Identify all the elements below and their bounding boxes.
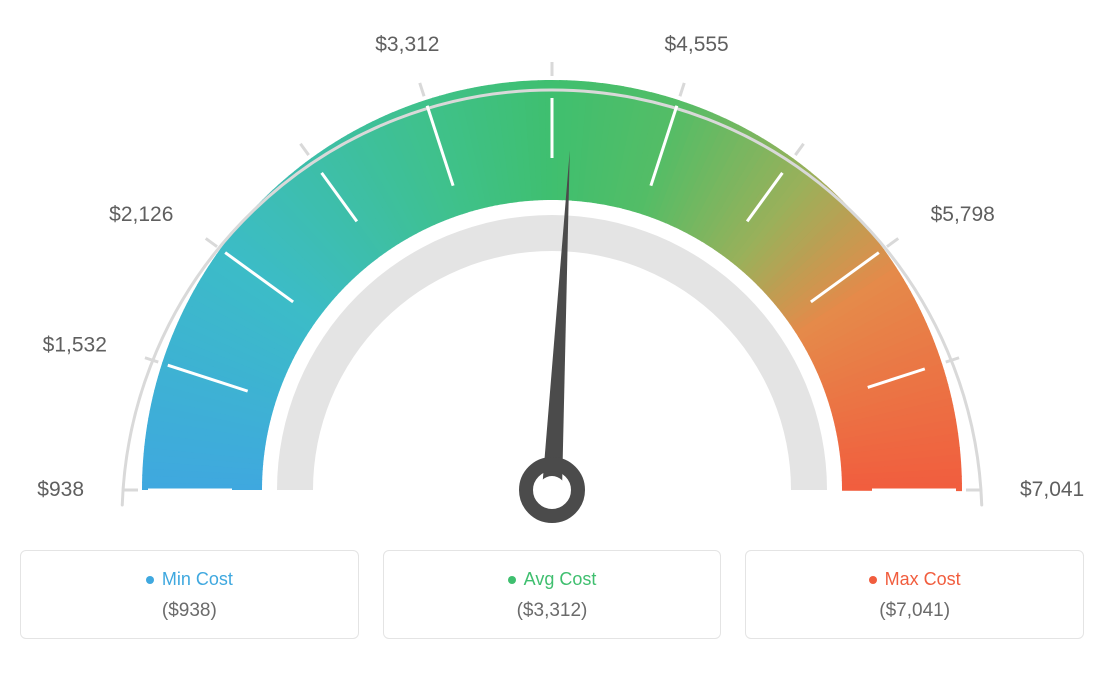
legend-row: Min Cost ($938) Avg Cost ($3,312) Max Co… xyxy=(20,550,1084,639)
gauge-outer-tick xyxy=(946,358,959,362)
legend-value-min: ($938) xyxy=(31,600,348,622)
gauge-tick-label: $1,532 xyxy=(43,333,107,356)
gauge-tick-label: $2,126 xyxy=(109,203,173,226)
legend-dot-min xyxy=(146,576,154,584)
legend-card-max: Max Cost ($7,041) xyxy=(745,550,1084,639)
gauge-outer-tick xyxy=(300,144,308,155)
legend-label-avg: Avg Cost xyxy=(524,569,597,590)
legend-label-max: Max Cost xyxy=(885,569,961,590)
gauge-tick-label: $4,555 xyxy=(665,33,729,56)
gauge-outer-tick xyxy=(887,238,898,246)
legend-label-min: Min Cost xyxy=(162,569,233,590)
gauge-outer-tick xyxy=(145,358,158,362)
gauge-tick-label: $7,041 xyxy=(1020,478,1084,501)
cost-gauge: $938 $1,532 $2,126 $3,312 $4,555 $5,798 $7,041 xyxy=(20,20,1084,540)
legend-card-avg: Avg Cost ($3,312) xyxy=(383,550,722,639)
legend-value-max: ($7,041) xyxy=(756,600,1073,622)
legend-value-avg: ($3,312) xyxy=(394,600,711,622)
legend-card-min: Min Cost ($938) xyxy=(20,550,359,639)
gauge-tick-label: $938 xyxy=(37,478,84,501)
gauge-tick-label: $5,798 xyxy=(931,203,995,226)
gauge-needle xyxy=(542,150,570,490)
legend-dot-avg xyxy=(508,576,516,584)
gauge-outer-tick xyxy=(795,144,803,155)
gauge-needle-hub-hole xyxy=(538,476,566,504)
legend-dot-max xyxy=(869,576,877,584)
gauge-tick-label: $3,312 xyxy=(375,33,439,56)
gauge-outer-tick xyxy=(420,83,424,96)
gauge-outer-tick xyxy=(206,238,217,246)
gauge-outer-tick xyxy=(680,83,684,96)
